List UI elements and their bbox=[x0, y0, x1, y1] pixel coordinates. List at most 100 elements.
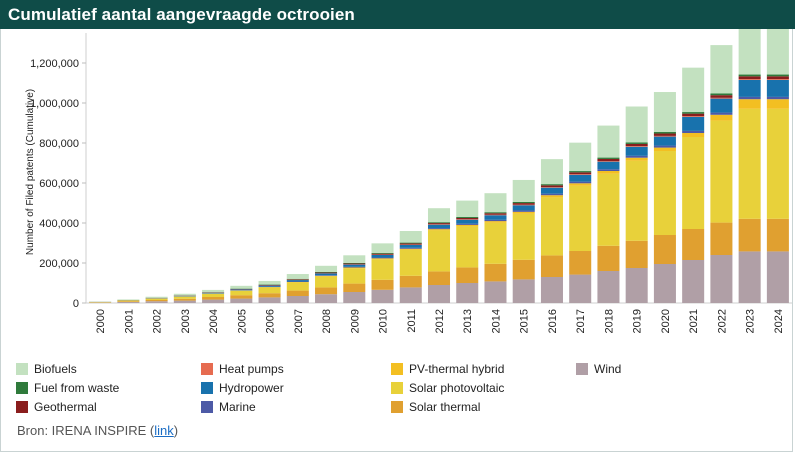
bar-segment-biofuels-2020 bbox=[653, 92, 676, 133]
bar-segment-solar-thermal-2022 bbox=[710, 222, 733, 255]
legend-swatch bbox=[391, 363, 403, 375]
stacked-bar-chart: 0 200,000 400,000 600,000 800,000 1,000,000 1,… bbox=[25, 29, 792, 333]
bar-segment-biofuels-2019 bbox=[625, 106, 648, 143]
bar-segment-wind-2016 bbox=[540, 277, 563, 303]
bar-segment-fuel-from-waste-2020 bbox=[653, 132, 676, 134]
bar-segment-solar-thermal-2016 bbox=[540, 255, 563, 277]
bar-segment-solar-photovoltaic-2008 bbox=[315, 276, 338, 288]
bar-segment-solar-photovoltaic-2002 bbox=[145, 298, 168, 300]
legend-swatch bbox=[201, 401, 213, 413]
bar-segment-biofuels-2012 bbox=[427, 208, 451, 223]
bar-segment-hydropower-2010 bbox=[371, 254, 394, 258]
bar-segment-wind-2014 bbox=[484, 281, 507, 303]
x-tick-label-2001: 2001 bbox=[123, 309, 135, 333]
bar-segment-wind-2001 bbox=[117, 302, 140, 303]
bar-segment-heat-pumps-2023 bbox=[738, 79, 761, 80]
bar-segment-geothermal-2017 bbox=[569, 172, 592, 175]
bar-segment-fuel-from-waste-2018 bbox=[597, 157, 620, 159]
bar-segment-wind-2017 bbox=[569, 274, 592, 303]
bar-segment-fuel-from-waste-2024 bbox=[766, 74, 789, 77]
bar-segment-pv-thermal-hybrid-2020 bbox=[653, 147, 676, 151]
x-tick-label-2010: 2010 bbox=[378, 309, 390, 333]
legend-label: Heat pumps bbox=[219, 362, 284, 376]
x-tick-label-2024: 2024 bbox=[773, 309, 785, 333]
bar-segment-hydropower-2020 bbox=[653, 136, 676, 146]
bar-segment-biofuels-2018 bbox=[597, 125, 620, 158]
bar-segment-pv-thermal-hybrid-2015 bbox=[512, 211, 535, 214]
bar-segment-solar-photovoltaic-2011 bbox=[399, 249, 422, 276]
bar-segment-geothermal-2012 bbox=[427, 223, 451, 225]
bar-segment-wind-2005 bbox=[230, 298, 253, 303]
x-tick-label-2021: 2021 bbox=[688, 309, 700, 333]
bar-segment-wind-2015 bbox=[512, 279, 535, 303]
bar-segment-solar-photovoltaic-2014 bbox=[484, 222, 507, 264]
bar-segment-biofuels-2005 bbox=[230, 285, 253, 289]
bar-segment-pv-thermal-hybrid-2010 bbox=[371, 258, 394, 260]
bar-segment-wind-2012 bbox=[427, 285, 451, 303]
bar-segment-wind-2023 bbox=[738, 251, 761, 303]
bar-segment-heat-pumps-2022 bbox=[710, 97, 733, 99]
legend-label: PV-thermal hybrid bbox=[409, 362, 505, 376]
x-tick-label-2009: 2009 bbox=[349, 309, 361, 333]
x-tick-label-2022: 2022 bbox=[716, 309, 728, 333]
bar-segment-pv-thermal-hybrid-2016 bbox=[540, 195, 563, 198]
bar-segment-biofuels-2023 bbox=[738, 29, 761, 75]
bar-segment-solar-photovoltaic-2003 bbox=[173, 296, 196, 299]
bar-segment-solar-thermal-2019 bbox=[625, 240, 648, 268]
page-title: Cumulatief aantal aangevraagde octrooien bbox=[8, 5, 355, 24]
x-tick-label-2019: 2019 bbox=[632, 309, 644, 333]
bar-segment-heat-pumps-2020 bbox=[653, 135, 676, 137]
bar-segment-marine-2022 bbox=[710, 112, 733, 115]
bar-segment-wind-2003 bbox=[173, 300, 196, 303]
x-tick-label-2011: 2011 bbox=[406, 309, 418, 333]
bar-segment-marine-2008 bbox=[315, 275, 338, 276]
legend-label: Solar thermal bbox=[409, 400, 481, 414]
bar-segment-solar-thermal-2023 bbox=[738, 218, 761, 252]
x-tick-label-2016: 2016 bbox=[547, 309, 559, 333]
bar-segment-hydropower-2016 bbox=[540, 187, 563, 194]
bar-segment-geothermal-2009 bbox=[343, 263, 366, 265]
bar-segment-fuel-from-waste-2012 bbox=[427, 222, 451, 224]
bar-segment-solar-photovoltaic-2012 bbox=[427, 230, 451, 272]
bar-segment-pv-thermal-hybrid-2017 bbox=[569, 183, 592, 186]
source-link[interactable]: link bbox=[154, 423, 174, 438]
bar-segment-fuel-from-waste-2009 bbox=[343, 262, 366, 264]
bar-segment-solar-thermal-2014 bbox=[484, 263, 507, 282]
x-tick-label-2002: 2002 bbox=[152, 309, 164, 333]
bar-segment-solar-photovoltaic-2010 bbox=[371, 259, 394, 280]
bar-segment-biofuels-2016 bbox=[540, 159, 563, 185]
bar-segment-wind-2006 bbox=[258, 297, 281, 303]
bar-segment-geothermal-2021 bbox=[682, 113, 705, 117]
y-tick-label: 1,000,000 bbox=[30, 98, 79, 110]
bar-segment-geothermal-2015 bbox=[512, 203, 535, 205]
y-tick-label: 800,000 bbox=[39, 138, 79, 150]
bar-segment-pv-thermal-hybrid-2013 bbox=[456, 224, 479, 227]
bar-segment-solar-photovoltaic-2017 bbox=[569, 185, 592, 251]
bar-segment-solar-thermal-2021 bbox=[682, 229, 705, 260]
bar-segment-solar-photovoltaic-2007 bbox=[286, 282, 309, 291]
bar-segment-fuel-from-waste-2019 bbox=[625, 142, 648, 144]
bar-segment-hydropower-2012 bbox=[427, 224, 451, 229]
bar-segment-geothermal-2020 bbox=[653, 133, 676, 136]
bar-segment-geothermal-2007 bbox=[286, 279, 309, 280]
bar-segment-biofuels-2021 bbox=[682, 67, 705, 113]
y-axis-label: Number of Filed patents (Cumulative) bbox=[25, 89, 36, 255]
legend-item-fuel-from-waste: Fuel from waste bbox=[16, 380, 119, 396]
legend-swatch bbox=[16, 401, 28, 413]
bar-segment-biofuels-2001 bbox=[117, 299, 140, 301]
bar-segment-solar-thermal-2020 bbox=[653, 235, 676, 264]
bar-segment-hydropower-2023 bbox=[738, 79, 761, 97]
bar-segment-geothermal-2024 bbox=[766, 76, 789, 80]
bar-segment-geothermal-2016 bbox=[540, 185, 563, 188]
bar-segment-wind-2019 bbox=[625, 268, 648, 303]
bar-segment-hydropower-2004 bbox=[202, 292, 225, 294]
bar-segment-solar-thermal-2010 bbox=[371, 279, 394, 290]
bar-segment-solar-thermal-2015 bbox=[512, 259, 535, 280]
bar-segment-solar-thermal-2024 bbox=[766, 218, 789, 252]
legend-swatch bbox=[391, 401, 403, 413]
bar-segment-hydropower-2021 bbox=[682, 116, 705, 131]
bar-segment-solar-photovoltaic-2023 bbox=[738, 108, 761, 219]
bar-segment-marine-2014 bbox=[484, 219, 507, 222]
x-tick-label-2017: 2017 bbox=[575, 309, 587, 333]
bar-segment-heat-pumps-2021 bbox=[682, 116, 705, 117]
